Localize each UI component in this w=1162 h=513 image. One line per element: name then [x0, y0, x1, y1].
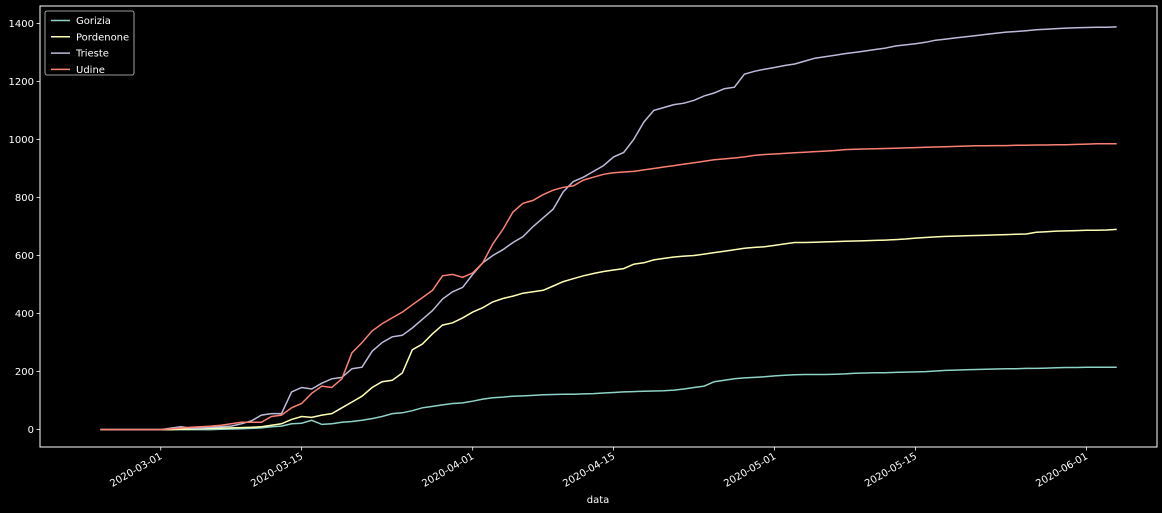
x-tick-label: 2020-04-01 [420, 451, 476, 490]
series-line-pordenone [100, 228, 1117, 431]
series-line-trieste [100, 26, 1117, 431]
series-line-gorizia [100, 366, 1117, 431]
y-tick-label: 600 [15, 251, 34, 262]
x-tick-label: 2020-05-01 [722, 451, 778, 490]
y-tick-label: 200 [15, 367, 34, 378]
x-axis: 2020-03-01 2020-03-15 2020-04-01 2020-04-15… [108, 447, 1090, 490]
legend-label-trieste: Trieste [75, 49, 109, 60]
legend-label-gorizia: Gorizia [76, 16, 111, 27]
legend-label-udine: Udine [76, 65, 105, 76]
y-tick-label: 1400 [9, 19, 34, 30]
y-tick-label: 400 [15, 309, 34, 320]
series-layer [100, 26, 1117, 431]
y-tick-label: 1200 [9, 77, 34, 88]
legend: Gorizia Pordenone Trieste Udine [44, 10, 135, 76]
x-tick-label: 2020-06-01 [1034, 451, 1090, 490]
x-axis-label: data [587, 495, 610, 506]
legend-frame [44, 10, 135, 76]
x-tick-label: 2020-04-15 [561, 451, 617, 490]
x-tick-label: 2020-05-15 [863, 451, 919, 490]
legend-label-pordenone: Pordenone [76, 32, 129, 43]
series-line-udine [100, 143, 1117, 431]
y-tick-label: 800 [15, 193, 34, 204]
x-tick-label: 2020-03-01 [108, 451, 164, 490]
plot-background [39, 5, 1158, 448]
y-tick-label: 0 [28, 425, 34, 436]
y-tick-label: 1000 [9, 135, 34, 146]
y-axis: 0 200 400 600 800 1000 1200 1400 [9, 19, 40, 436]
x-tick-label: 2020-03-15 [249, 451, 305, 490]
